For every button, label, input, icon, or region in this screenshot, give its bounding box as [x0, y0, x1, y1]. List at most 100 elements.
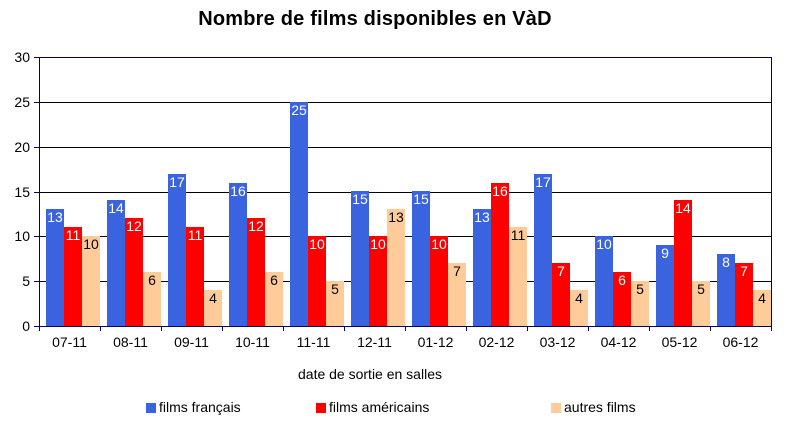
x-category-label-02-12: 02-12: [478, 334, 515, 350]
gridline-y-5: [39, 281, 771, 283]
bar-autres-films-11-11: 5: [326, 281, 344, 326]
bar-films-français-04-12: 10: [595, 236, 613, 326]
bar-value-label: 7: [740, 263, 748, 279]
x-tick-mark-3: [222, 326, 223, 331]
bar-value-label: 7: [557, 263, 565, 279]
bar-value-label: 10: [370, 236, 386, 252]
bar-value-label: 14: [675, 200, 691, 216]
x-tick-mark-4: [283, 326, 284, 331]
bar-value-label: 5: [636, 281, 644, 297]
legend-swatch-autres-films-icon: [551, 403, 561, 413]
bar-films-américains-10-11: 12: [247, 218, 265, 326]
x-category-label-06-12: 06-12: [722, 334, 759, 350]
bar-autres-films-04-12: 5: [631, 281, 649, 326]
x-category-label-09-11: 09-11: [174, 334, 209, 350]
x-tick-mark-12: [771, 326, 772, 331]
bar-value-label: 6: [148, 272, 156, 288]
gridline-y-20: [39, 146, 771, 148]
bar-autres-films-08-11: 6: [143, 272, 161, 326]
x-tick-mark-5: [344, 326, 345, 331]
bar-value-label: 8: [722, 254, 730, 270]
x-tick-mark-9: [588, 326, 589, 331]
bar-value-label: 12: [248, 218, 264, 234]
bar-films-français-10-11: 16: [229, 183, 247, 326]
bar-value-label: 12: [126, 218, 142, 234]
bar-value-label: 17: [535, 174, 551, 190]
y-tick-mark-25: [34, 101, 39, 103]
legend-item-autres-films: autres films: [551, 399, 636, 417]
y-tick-mark-5: [34, 281, 39, 283]
bar-value-label: 15: [413, 191, 429, 207]
legend-label-autres-films: autres films: [564, 399, 636, 415]
bar-autres-films-07-11: 10: [82, 236, 100, 326]
legend-item-films-francais: films français: [146, 399, 241, 417]
x-category-label-01-12: 01-12: [417, 334, 454, 350]
x-tick-mark-10: [649, 326, 650, 331]
y-tick-label-0: 0: [22, 318, 30, 334]
y-tick-label-30: 30: [14, 49, 30, 65]
x-tick-mark-6: [405, 326, 406, 331]
x-category-label-10-11: 10-11: [235, 334, 270, 350]
y-tick-label-10: 10: [14, 228, 30, 245]
bar-value-label: 6: [270, 272, 278, 288]
bar-value-label: 5: [331, 281, 339, 297]
x-category-label-07-11: 07-11: [52, 334, 87, 350]
bar-value-label: 10: [596, 236, 612, 252]
bar-films-français-05-12: 9: [656, 245, 674, 326]
y-tick-label-5: 5: [22, 273, 30, 290]
bar-autres-films-01-12: 7: [448, 263, 466, 326]
x-axis-title: date de sortie en salles: [298, 366, 442, 382]
x-tick-mark-11: [710, 326, 711, 331]
legend-item-films-americains: films américains: [316, 399, 429, 417]
bar-value-label: 10: [431, 236, 447, 252]
bar-value-label: 16: [230, 183, 246, 199]
legend-label-films-americains: films américains: [329, 399, 430, 415]
bar-value-label: 5: [697, 281, 705, 297]
bar-value-label: 25: [291, 102, 307, 118]
x-tick-mark-7: [466, 326, 467, 331]
bar-films-américains-12-11: 10: [369, 236, 387, 326]
bar-films-américains-07-11: 11: [64, 227, 82, 326]
gridline-y-25: [39, 101, 771, 103]
x-category-label-04-12: 04-12: [600, 334, 637, 350]
legend-swatch-films-americains-icon: [316, 403, 326, 413]
bar-films-américains-02-12: 16: [491, 183, 509, 326]
y-tick-mark-10: [34, 236, 39, 238]
y-tick-mark-20: [34, 146, 39, 148]
bar-value-label: 13: [388, 209, 404, 225]
bar-value-label: 13: [47, 209, 63, 225]
legend-label-films-francais: films français: [159, 399, 241, 415]
y-tick-label-15: 15: [14, 183, 30, 200]
x-category-label-05-12: 05-12: [661, 334, 698, 350]
bar-films-américains-01-12: 10: [430, 236, 448, 326]
x-tick-mark-2: [161, 326, 162, 331]
bar-films-américains-04-12: 6: [613, 272, 631, 326]
bar-value-label: 4: [209, 290, 217, 306]
chart-title: Nombre de films disponibles en VàD: [198, 8, 552, 30]
y-tick-mark-15: [34, 191, 39, 193]
x-category-label-11-11: 11-11: [296, 334, 331, 350]
bar-films-américains-09-11: 11: [186, 227, 204, 326]
bar-value-label: 10: [83, 236, 99, 252]
x-category-label-08-11: 08-11: [113, 334, 148, 350]
x-tick-mark-1: [100, 326, 101, 331]
bar-autres-films-05-12: 5: [692, 281, 710, 326]
bar-films-français-02-12: 13: [473, 209, 491, 326]
x-tick-mark-8: [527, 326, 528, 331]
bar-films-français-01-12: 15: [412, 191, 430, 326]
y-tick-label-20: 20: [14, 138, 30, 155]
bar-films-américains-06-12: 7: [735, 263, 753, 326]
bar-value-label: 11: [65, 227, 81, 243]
bar-value-label: 13: [474, 209, 490, 225]
bar-films-français-08-11: 14: [107, 200, 125, 326]
y-tick-mark-0: [34, 326, 39, 327]
bar-value-label: 6: [618, 272, 626, 288]
bar-films-français-11-11: 25: [290, 102, 308, 326]
bar-films-français-06-12: 8: [717, 254, 735, 326]
bar-autres-films-10-11: 6: [265, 272, 283, 326]
bar-value-label: 17: [169, 174, 185, 190]
bar-films-américains-03-12: 7: [552, 263, 570, 326]
bar-value-label: 11: [187, 227, 203, 243]
bar-value-label: 10: [309, 236, 325, 252]
